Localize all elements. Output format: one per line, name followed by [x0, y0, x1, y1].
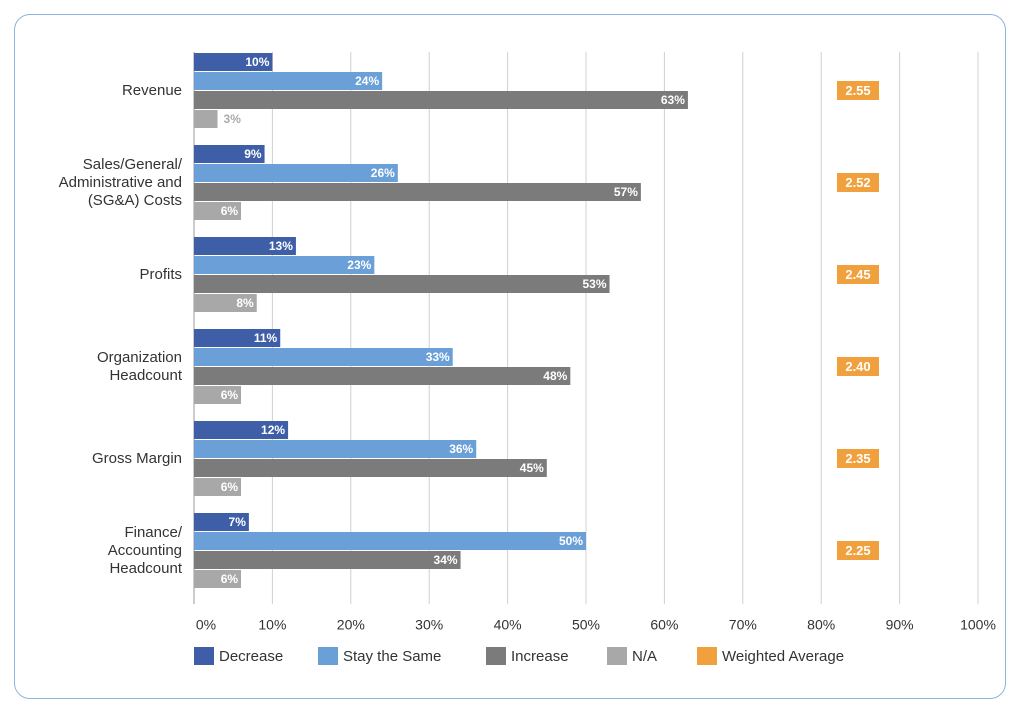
- data-label: 53%: [582, 277, 606, 291]
- data-label: 6%: [221, 572, 239, 586]
- data-label: 48%: [543, 369, 567, 383]
- legend-label: Weighted Average: [722, 648, 844, 665]
- bar: [194, 570, 242, 588]
- x-tick-label: 100%: [960, 617, 996, 633]
- data-label: 10%: [245, 55, 269, 69]
- bar: [194, 256, 375, 274]
- bar: [194, 72, 383, 90]
- bar: [194, 367, 571, 385]
- bar: [194, 275, 610, 293]
- bar: [194, 202, 242, 220]
- data-label: 11%: [254, 331, 278, 345]
- x-tick-label: 20%: [337, 617, 365, 633]
- legend-swatch: [486, 647, 506, 665]
- weighted-average-label: 2.40: [845, 359, 870, 374]
- bar: [194, 237, 296, 255]
- data-label: 3%: [224, 112, 242, 126]
- data-label: 23%: [347, 258, 371, 272]
- data-label: 24%: [355, 74, 379, 88]
- weighted-average-box: [837, 81, 879, 100]
- x-tick-label: 50%: [572, 617, 600, 633]
- x-tick-label: 10%: [258, 617, 286, 633]
- data-label: 50%: [559, 534, 583, 548]
- bar: [194, 478, 242, 496]
- bar: [194, 294, 257, 312]
- data-label: 33%: [426, 350, 450, 364]
- bar: [194, 164, 398, 182]
- bar: [194, 145, 265, 163]
- bar: [194, 513, 249, 531]
- data-label: 6%: [221, 480, 239, 494]
- bar: [194, 386, 242, 404]
- bar: [194, 53, 273, 71]
- weighted-average-label: 2.35: [845, 451, 870, 466]
- bar: [194, 348, 453, 366]
- bar: [194, 183, 641, 201]
- weighted-average-label: 2.45: [845, 267, 870, 282]
- weighted-average-box: [837, 265, 879, 284]
- weighted-average-box: [837, 357, 879, 376]
- data-label: 8%: [236, 296, 254, 310]
- bar: [194, 551, 461, 569]
- bar: [194, 91, 688, 109]
- data-label: 13%: [269, 239, 293, 253]
- weighted-average-box: [837, 449, 879, 468]
- x-tick-label: 80%: [807, 617, 835, 633]
- data-label: 6%: [221, 388, 239, 402]
- weighted-average-box: [837, 541, 879, 560]
- data-label: 7%: [229, 515, 247, 529]
- bar: [194, 459, 547, 477]
- category-label: Profits: [139, 266, 182, 283]
- data-label: 26%: [371, 166, 395, 180]
- legend-label: N/A: [632, 648, 657, 665]
- category-label: Sales/General/ Administrative and (SG&A)…: [58, 156, 182, 209]
- category-label: Finance/ Accounting Headcount: [107, 524, 182, 577]
- category-label: Organization Headcount: [96, 349, 182, 384]
- x-tick-label: 60%: [650, 617, 678, 633]
- legend-swatch: [697, 647, 717, 665]
- bar: [194, 440, 477, 458]
- data-label: 9%: [244, 147, 262, 161]
- x-tick-label: 0%: [196, 617, 216, 633]
- legend-swatch: [318, 647, 338, 665]
- legend-label: Increase: [511, 648, 569, 665]
- data-label: 12%: [261, 423, 285, 437]
- weighted-average-label: 2.25: [845, 543, 870, 558]
- data-label: 6%: [221, 204, 239, 218]
- x-tick-label: 70%: [729, 617, 757, 633]
- weighted-average-label: 2.55: [845, 83, 870, 98]
- data-label: 45%: [520, 461, 544, 475]
- chart-frame: [14, 14, 1006, 699]
- legend-label: Stay the Same: [343, 648, 441, 665]
- legend-swatch: [194, 647, 214, 665]
- bar: [194, 329, 281, 347]
- category-label: Revenue: [121, 82, 182, 99]
- weighted-average-label: 2.52: [845, 175, 870, 190]
- x-tick-label: 30%: [415, 617, 443, 633]
- category-label: Gross Margin: [91, 450, 182, 467]
- weighted-average-box: [837, 173, 879, 192]
- bar: [194, 421, 289, 439]
- legend-swatch: [607, 647, 627, 665]
- data-label: 34%: [434, 553, 458, 567]
- data-label: 36%: [449, 442, 473, 456]
- bar: [194, 532, 586, 550]
- legend-label: Decrease: [219, 648, 283, 665]
- x-tick-label: 40%: [494, 617, 522, 633]
- x-tick-label: 90%: [886, 617, 914, 633]
- bar: [194, 110, 218, 128]
- data-label: 63%: [661, 93, 685, 107]
- data-label: 57%: [614, 185, 638, 199]
